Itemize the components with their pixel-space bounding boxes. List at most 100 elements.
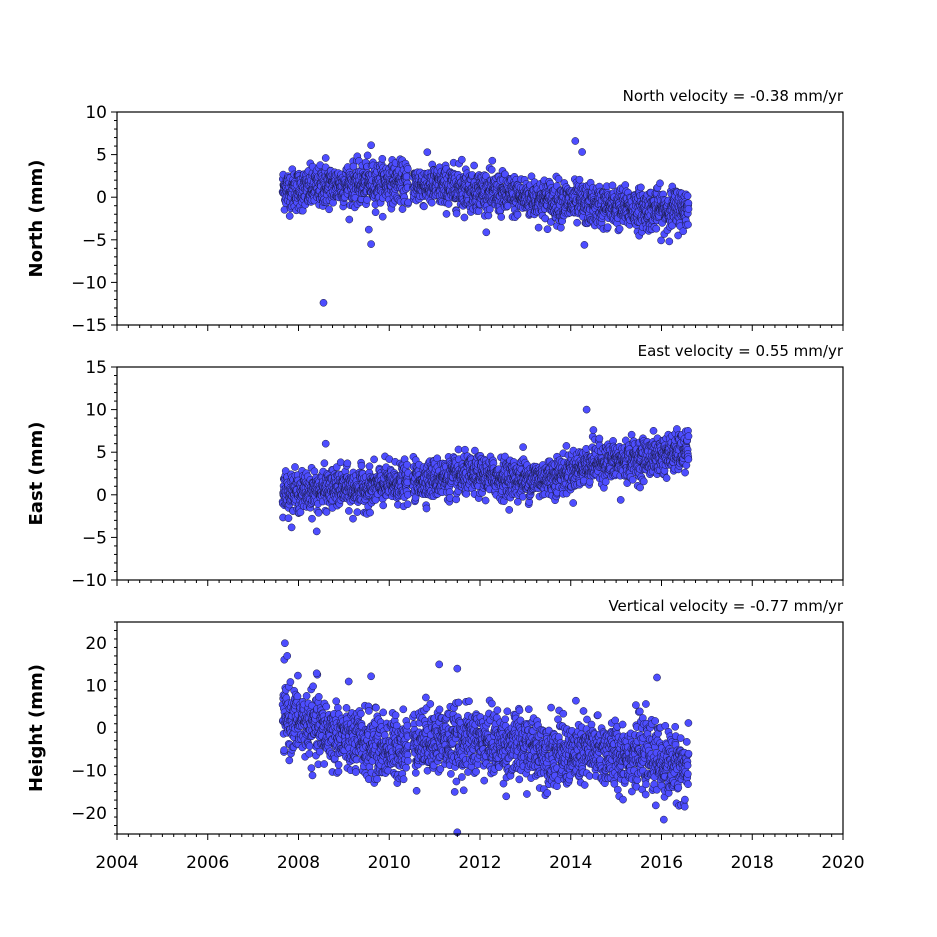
data-point — [639, 477, 648, 486]
data-point — [662, 474, 671, 482]
outlier-point — [321, 154, 330, 162]
data-point — [628, 475, 637, 484]
data-point — [403, 460, 411, 469]
velocity-annotation-east: East velocity = 0.55 mm/yr — [638, 342, 844, 360]
data-point — [345, 507, 353, 515]
data-point — [684, 455, 693, 464]
data-point — [345, 215, 354, 224]
data-point — [363, 151, 372, 160]
data-point — [423, 148, 432, 157]
data-point — [357, 461, 366, 470]
data-point — [454, 445, 463, 454]
data-point — [378, 154, 387, 163]
data-point — [366, 508, 374, 517]
data-point — [363, 195, 371, 204]
outlier-point — [367, 240, 375, 248]
data-point — [309, 682, 317, 691]
outlier-point — [457, 155, 466, 164]
data-point — [684, 432, 693, 441]
data-point — [482, 228, 491, 237]
data-point — [575, 175, 584, 184]
data-point — [284, 514, 293, 523]
data-point — [285, 212, 294, 220]
data-point — [422, 504, 431, 513]
data-point — [370, 455, 378, 464]
data-point — [325, 205, 333, 214]
data-point — [652, 224, 661, 233]
outlier-point — [580, 241, 589, 249]
data-point — [351, 768, 360, 776]
data-point — [334, 760, 343, 769]
y-axis-label-north: North (mm) — [26, 160, 47, 278]
data-point — [683, 192, 692, 200]
data-point — [427, 198, 436, 207]
y-tick-label: 5 — [96, 146, 107, 166]
outlier-point — [571, 137, 580, 145]
data-point — [320, 760, 329, 768]
data-point — [637, 183, 645, 192]
data-point — [656, 179, 664, 188]
outlier-point — [312, 527, 321, 536]
data-point — [305, 742, 314, 751]
data-point — [487, 165, 496, 174]
data-point — [322, 702, 331, 711]
data-point — [481, 496, 490, 505]
outlier-point — [319, 298, 328, 307]
data-point — [307, 764, 316, 772]
outlier-point — [349, 514, 357, 523]
data-point — [302, 692, 311, 700]
data-point — [608, 181, 617, 190]
data-point — [332, 697, 341, 706]
data-point — [285, 756, 294, 765]
data-point — [334, 767, 343, 776]
data-point — [684, 220, 692, 229]
data-point — [294, 671, 302, 680]
data-point — [569, 499, 578, 507]
data-point — [379, 708, 388, 717]
y-tick-label: −10 — [71, 273, 107, 293]
data-point — [543, 225, 552, 234]
data-point — [308, 771, 317, 780]
data-point — [287, 523, 296, 532]
y-tick-label: 5 — [96, 443, 107, 463]
outlier-point — [364, 225, 373, 234]
scatter-height — [278, 639, 693, 837]
data-point — [305, 749, 314, 758]
data-point — [446, 494, 454, 502]
data-point — [308, 514, 316, 523]
data-point — [342, 704, 351, 712]
data-point — [310, 467, 319, 476]
outlier-point — [582, 405, 591, 414]
outlier-point — [589, 426, 598, 434]
data-point — [462, 490, 471, 498]
data-point — [403, 165, 412, 173]
data-point — [444, 200, 453, 208]
velocity-annotation-north: North velocity = -0.38 mm/yr — [623, 87, 844, 105]
data-point — [442, 210, 451, 218]
outlier-point — [367, 141, 375, 150]
data-point — [320, 459, 329, 468]
data-point — [402, 172, 411, 181]
data-point — [470, 161, 478, 170]
outlier-point — [321, 439, 330, 448]
data-point — [365, 462, 374, 471]
data-point — [398, 205, 407, 213]
data-point — [404, 198, 413, 207]
data-point — [314, 692, 323, 701]
y-tick-label: 0 — [96, 486, 107, 506]
data-point — [488, 156, 497, 165]
y-tick-label: −10 — [71, 571, 107, 591]
data-point — [513, 210, 522, 219]
data-point — [461, 445, 469, 454]
data-point — [573, 218, 581, 227]
y-tick-label: 10 — [85, 401, 107, 421]
data-point — [420, 202, 428, 211]
data-point — [505, 506, 514, 514]
axes-frame-north — [116, 111, 844, 326]
data-point — [621, 181, 630, 189]
data-point — [562, 442, 571, 450]
data-point — [595, 434, 604, 443]
data-point — [603, 223, 612, 232]
